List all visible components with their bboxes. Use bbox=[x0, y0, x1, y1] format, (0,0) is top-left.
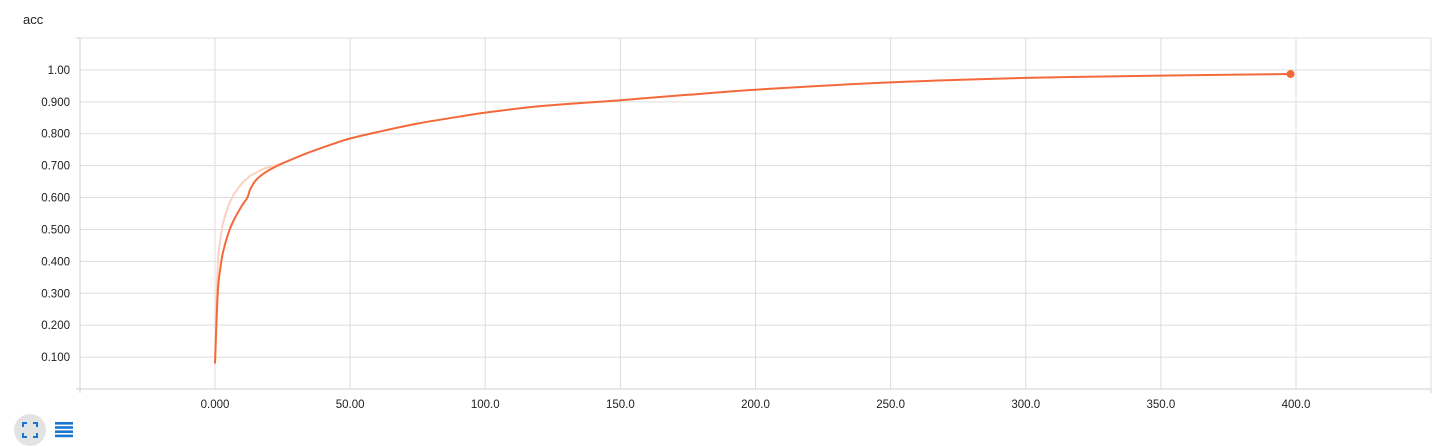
toggle-legend-button[interactable] bbox=[48, 414, 80, 446]
x-tick-label: 50.00 bbox=[336, 399, 365, 410]
y-tick-label: 0.500 bbox=[41, 224, 70, 236]
chart-title: acc bbox=[23, 12, 44, 27]
y-tick-labels: 0.100 0.200 0.300 0.400 0.500 0.600 0.700 0.800… bbox=[41, 65, 70, 364]
x-tick-label: 100.0 bbox=[471, 399, 500, 410]
y-tick-label: 0.400 bbox=[41, 256, 70, 268]
series-end-point[interactable] bbox=[1286, 70, 1295, 79]
x-tick-label: 350.0 bbox=[1146, 399, 1175, 410]
y-grid bbox=[80, 69, 1431, 358]
y-tick-label: 0.800 bbox=[41, 129, 70, 141]
x-tick-label: 150.0 bbox=[606, 399, 635, 410]
fullscreen-icon bbox=[22, 422, 38, 438]
axes bbox=[76, 37, 1432, 393]
y-tick-label: 0.300 bbox=[41, 288, 70, 300]
chart-plot: 0.000 50.00 100.0 150.0 200.0 250.0 300.0 350.0… bbox=[41, 37, 1432, 410]
y-tick-label: 0.100 bbox=[41, 352, 70, 364]
y-tick-label: 0.200 bbox=[41, 320, 70, 332]
x-grid bbox=[214, 38, 1297, 389]
fullscreen-button[interactable] bbox=[14, 414, 46, 446]
list-icon bbox=[55, 422, 73, 438]
y-tick-label: 1.00 bbox=[48, 65, 70, 77]
y-tick-label: 0.900 bbox=[41, 97, 70, 109]
x-tick-label: 250.0 bbox=[876, 399, 905, 410]
series-layer bbox=[214, 70, 1295, 364]
x-tick-label: 200.0 bbox=[741, 399, 770, 410]
series-raw-line bbox=[214, 158, 292, 364]
y-tick-label: 0.700 bbox=[41, 161, 70, 173]
series-smoothed-line bbox=[214, 73, 1291, 364]
y-tick-label: 0.600 bbox=[41, 193, 70, 205]
x-tick-label: 400.0 bbox=[1282, 399, 1311, 410]
x-tick-labels: 0.000 50.00 100.0 150.0 200.0 250.0 300.0 350.0… bbox=[201, 399, 1311, 410]
x-tick-label: 0.000 bbox=[201, 399, 230, 410]
x-tick-label: 300.0 bbox=[1011, 399, 1040, 410]
